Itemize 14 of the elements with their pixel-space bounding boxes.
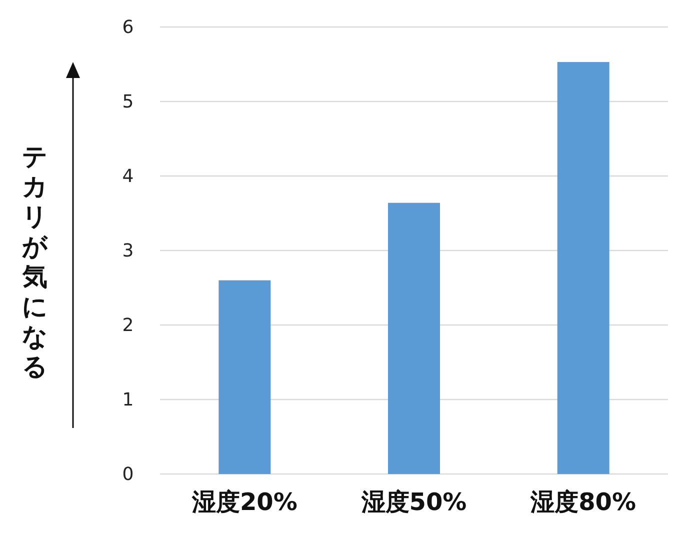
y-tick-label: 4 xyxy=(122,166,134,187)
y-axis-title: テカリが気になる xyxy=(22,142,48,381)
y-tick-label: 6 xyxy=(122,17,134,38)
y-tick-label: 0 xyxy=(122,464,134,485)
x-tick-label: 湿度20% xyxy=(190,488,298,516)
y-tick-label: 2 xyxy=(122,315,134,336)
bar xyxy=(388,202,440,474)
y-tick-label: 3 xyxy=(122,240,134,262)
bar xyxy=(557,62,610,474)
bar xyxy=(218,280,271,474)
y-tick-label: 5 xyxy=(122,92,134,112)
x-tick-label: 湿度80% xyxy=(530,488,636,516)
y-tick-label: 1 xyxy=(122,390,134,410)
x-tick-label: 湿度50% xyxy=(360,488,467,516)
